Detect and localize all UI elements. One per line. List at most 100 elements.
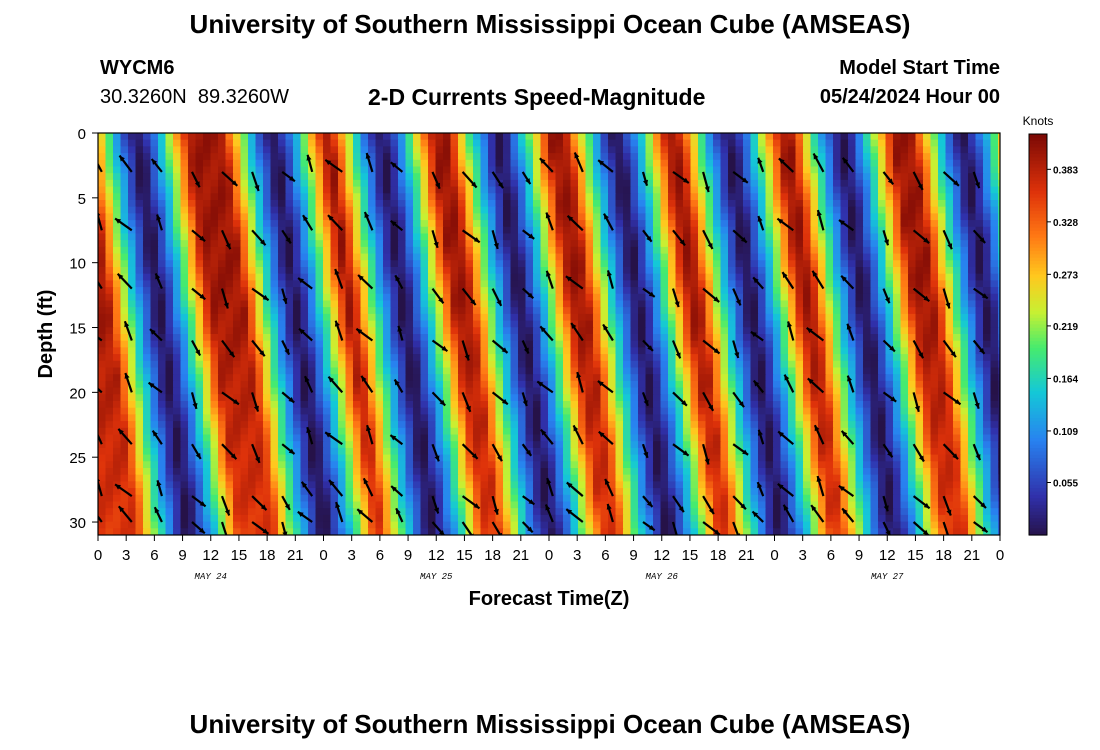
- heat-cell: [518, 200, 527, 208]
- heat-cell: [270, 200, 279, 208]
- heat-cell: [405, 267, 414, 275]
- heat-cell: [960, 340, 969, 348]
- heat-cell: [420, 146, 429, 154]
- heat-cell: [690, 179, 699, 188]
- heat-cell: [413, 401, 422, 409]
- heat-cell: [150, 273, 159, 281]
- heat-cell: [788, 153, 797, 161]
- heat-cell: [285, 226, 294, 235]
- heat-cell: [413, 360, 422, 369]
- heat-cell: [128, 313, 137, 322]
- heat-cell: [893, 374, 902, 382]
- heat-cell: [818, 293, 827, 302]
- heat-cell: [240, 287, 249, 295]
- heat-cell: [488, 153, 497, 161]
- heat-cell: [338, 233, 347, 241]
- heat-cell: [495, 380, 504, 389]
- heat-cell: [840, 387, 849, 395]
- heat-cell: [570, 367, 579, 375]
- heat-cell: [945, 253, 954, 261]
- heat-cell: [683, 320, 692, 328]
- heat-cell: [803, 354, 812, 362]
- heat-cell: [570, 307, 579, 315]
- heat-cell: [495, 133, 504, 141]
- heat-cell: [225, 380, 234, 389]
- heat-cell: [480, 186, 489, 194]
- heat-cell: [683, 307, 692, 315]
- heat-cell: [210, 307, 219, 315]
- heat-cell: [405, 374, 414, 382]
- heat-cell: [420, 260, 429, 268]
- heat-cell: [383, 287, 392, 295]
- heat-cell: [863, 253, 872, 261]
- heat-cell: [668, 394, 677, 402]
- heat-cell: [593, 193, 602, 201]
- heat-cell: [300, 367, 309, 375]
- heat-cell: [150, 287, 159, 295]
- heat-cell: [780, 273, 789, 281]
- heat-cell: [255, 354, 264, 362]
- heat-cell: [915, 233, 924, 241]
- heat-cell: [353, 273, 362, 281]
- heat-cell: [113, 267, 122, 275]
- heat-cell: [143, 374, 152, 382]
- heat-cell: [615, 193, 624, 201]
- heat-cell: [773, 320, 782, 328]
- heat-cell: [503, 226, 512, 235]
- heat-cell: [713, 206, 722, 214]
- heat-cell: [398, 374, 407, 382]
- heat-cell: [98, 367, 107, 375]
- heat-cell: [113, 327, 122, 335]
- heat-cell: [330, 273, 339, 281]
- heat-cell: [585, 307, 594, 315]
- heat-cell: [465, 287, 474, 295]
- heat-cell: [518, 347, 527, 355]
- heat-cell: [803, 246, 812, 255]
- heat-cell: [278, 246, 287, 255]
- heat-cell: [263, 380, 272, 389]
- heat-cell: [210, 360, 219, 369]
- heat-cell: [278, 394, 287, 402]
- heat-cell: [728, 401, 737, 409]
- heat-cell: [563, 267, 572, 275]
- heat-cell: [225, 334, 234, 342]
- heat-cell: [765, 287, 774, 295]
- heat-cell: [420, 394, 429, 402]
- heat-cell: [293, 340, 302, 348]
- heat-cell: [623, 206, 632, 214]
- heat-cell: [98, 253, 107, 261]
- heat-cell: [825, 394, 834, 402]
- heat-cell: [233, 374, 242, 382]
- heat-cell: [248, 179, 257, 188]
- heat-cell: [263, 133, 272, 141]
- heat-cell: [803, 179, 812, 188]
- heat-cell: [398, 367, 407, 375]
- heat-cell: [630, 253, 639, 261]
- heat-cell: [105, 394, 114, 402]
- heat-cell: [308, 173, 317, 181]
- heat-cell: [998, 367, 1000, 375]
- heat-cell: [263, 387, 272, 395]
- heat-cell: [525, 394, 534, 402]
- heat-cell: [263, 220, 272, 228]
- heat-cell: [105, 246, 114, 255]
- heat-cell: [653, 139, 662, 147]
- heat-cell: [795, 293, 804, 302]
- heat-cell: [758, 360, 767, 369]
- heat-cell: [998, 193, 1000, 201]
- heat-cell: [510, 340, 519, 348]
- heat-cell: [623, 146, 632, 154]
- heat-cell: [593, 146, 602, 154]
- heat-cell: [450, 200, 459, 208]
- heat-cell: [945, 293, 954, 302]
- heat-cell: [563, 367, 572, 375]
- heat-cell: [473, 334, 482, 342]
- heat-cell: [465, 226, 474, 235]
- heat-cell: [375, 401, 384, 409]
- heat-cell: [518, 367, 527, 375]
- heat-cell: [398, 133, 407, 141]
- heat-cell: [165, 387, 174, 395]
- heat-cell: [278, 179, 287, 188]
- heat-cell: [180, 179, 189, 188]
- heat-cell: [623, 334, 632, 342]
